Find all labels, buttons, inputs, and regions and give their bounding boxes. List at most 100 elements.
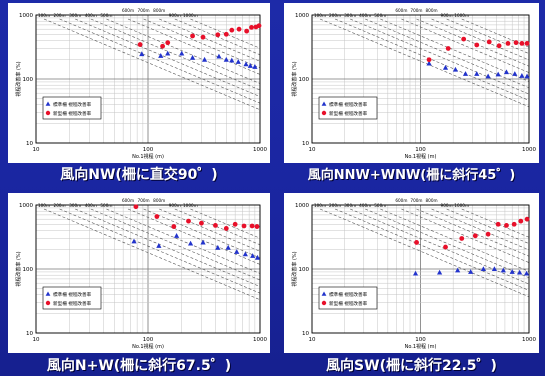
guide-label: 800m [153,8,165,13]
grid [35,204,261,334]
guide-line [174,208,261,246]
x-tick-label: 10 [33,147,40,153]
x-axis-label: No.1視程 (m) [132,153,164,160]
x-tick-label: 1000 [253,337,267,343]
data-point-triangle [491,266,498,271]
legend-box [42,96,102,120]
x-tick-label: 10 [33,337,40,343]
guide-line [75,18,261,97]
y-tick-label: 10 [302,331,309,337]
data-point-triangle [165,50,171,56]
y-tick-label: 1000 [19,203,33,209]
data-point-triangle [412,270,419,276]
guide-label: 600m [122,8,134,13]
guide-line [431,208,530,251]
guide-line [334,18,530,101]
legend-marker-circle [321,110,327,116]
legend-marker-circle [45,300,51,306]
data-point-triangle [442,64,449,70]
guide-line [350,18,530,95]
legend-label: 新型柵 視程改善率 [329,300,368,307]
data-point-triangle [223,56,229,62]
data-point-circle [511,221,517,227]
legend-label: 標準柵 視程改善率 [329,101,368,108]
y-axis-label: 視程改善率 (%) [291,61,298,96]
data-point-triangle [179,50,185,56]
data-point-circle [223,31,229,37]
guide-label: 700m [138,8,150,13]
guide-label: 400m [85,203,97,208]
y-tick-label: 10 [26,331,33,337]
guide-label: 800m [153,198,165,203]
data-point-circle [213,223,218,228]
y-tick-label: 100 [299,267,310,273]
data-point-circle [160,43,165,49]
guide-line [127,208,261,265]
data-point-triangle [500,267,506,273]
data-point-circle [495,221,501,227]
guide-line [143,208,261,259]
data-point-circle [229,27,235,33]
series-new-fence [133,204,260,231]
guide-label: 900m [169,13,181,18]
guide-label: 100m [38,13,50,18]
chart-panel-sw: 100m 200m 300m 400m 500m 600m 700m 800m 900m 1000… [284,193,539,376]
data-point-circle [186,218,191,224]
series-new-fence [414,216,530,250]
guide-line [461,208,530,238]
series-new-fence [137,23,262,49]
data-point-triangle [225,244,231,250]
data-point-triangle [173,233,180,238]
data-point-circle [518,218,524,224]
guide-label: 900m [441,13,453,18]
guide-lines: 100m 200m 300m 400m 500m 600m 700m 800m 900m 1000… [38,8,261,110]
data-point-circle [443,244,448,250]
guide-line [143,18,261,69]
data-point-triangle [250,253,256,258]
y-tick-label: 1000 [19,13,33,19]
data-point-circle [133,204,139,210]
data-point-triangle [216,53,222,59]
data-point-circle [459,236,465,241]
guide-line [190,208,261,239]
data-point-triangle [189,54,196,60]
data-point-triangle [485,73,491,79]
data-point-circle [496,43,502,49]
data-point-triangle [243,61,249,67]
data-point-triangle [254,254,261,260]
guide-label: 900m [441,203,453,208]
guide-line [59,208,261,294]
guide-label: 1000m [183,203,198,208]
x-axis-label: No.1視程 (m) [405,343,437,350]
guide-line [43,18,261,110]
plot-frame [311,204,530,334]
data-point-circle [154,214,160,219]
legend-label: 新型柵 視程改善率 [53,110,92,117]
data-point-circle [199,220,204,226]
y-axis-label: 視程改善率 (%) [15,61,22,96]
guide-line [380,18,530,82]
y-tick-label: 10 [302,141,309,147]
data-point-triangle [524,73,530,79]
plot-frame [311,14,530,144]
guide-label: 300m [344,13,356,18]
guide-line [380,208,530,272]
data-point-triangle [139,51,145,57]
legend-box [42,286,102,310]
x-tick-label: 100 [415,147,426,153]
guide-label: 400m [359,203,371,208]
guide-line [319,18,530,108]
data-point-triangle [201,56,208,62]
data-point-triangle [200,239,206,245]
data-point-circle [505,40,511,46]
data-point-triangle [437,269,443,275]
data-point-triangle [229,57,235,63]
plot-frame [35,14,261,144]
plot-frame [35,204,261,334]
data-point-circle [519,40,525,46]
